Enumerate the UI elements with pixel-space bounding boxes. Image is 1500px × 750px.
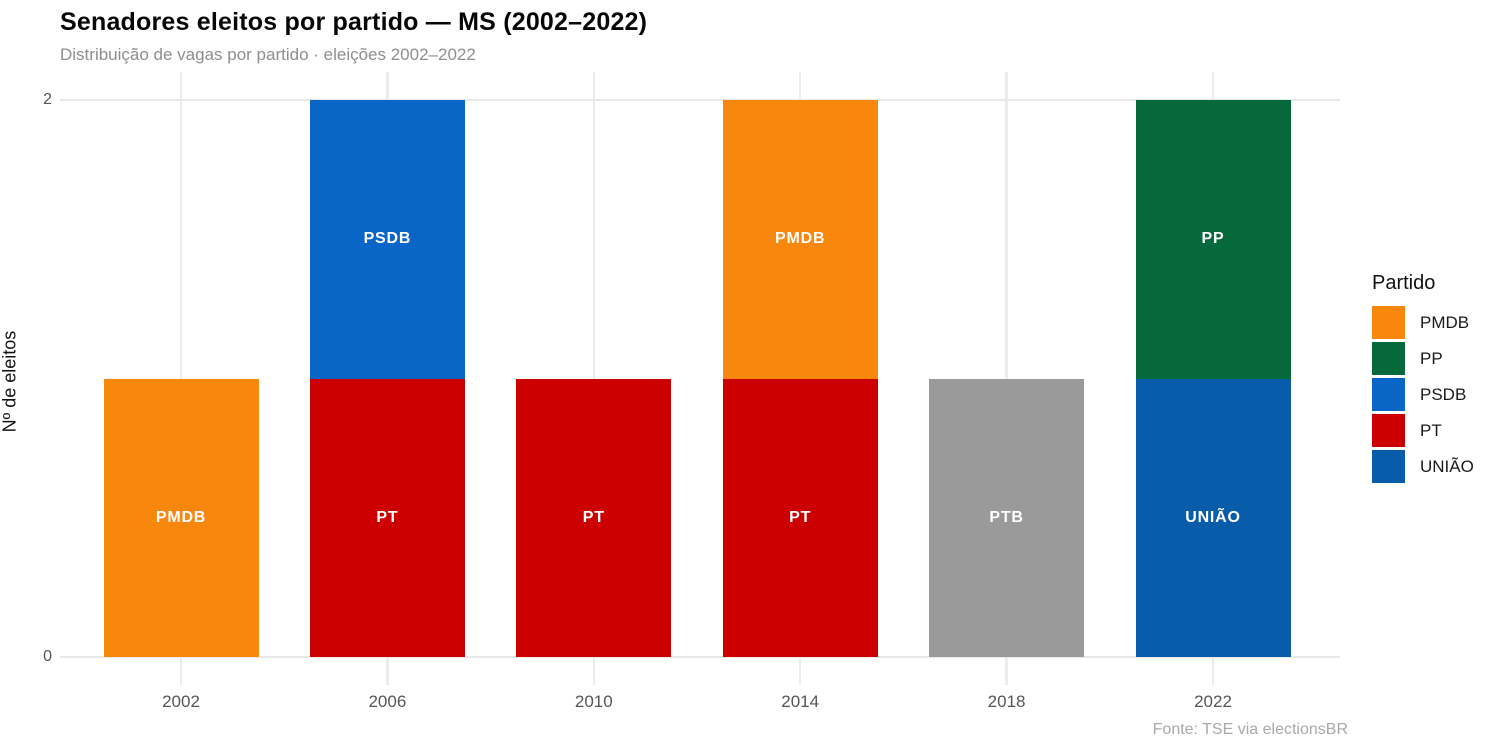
legend: Partido PMDB PP PSDB PT UNIÃO — [1372, 272, 1474, 486]
bar-label: PMDB — [775, 230, 826, 248]
bar-segment-ptb: PTB — [929, 378, 1085, 657]
legend-swatch — [1372, 378, 1405, 411]
bar-label: PTB — [989, 508, 1024, 526]
bar-segment-pmdb: PMDB — [103, 378, 259, 657]
legend-label: PP — [1420, 348, 1443, 368]
legend-label: PSDB — [1420, 384, 1467, 404]
legend-item-união: UNIÃO — [1372, 450, 1474, 483]
x-tick-label: 2014 — [781, 692, 820, 711]
bar-segment-união: UNIÃO — [1135, 378, 1291, 657]
legend-swatch — [1372, 414, 1405, 447]
legend-item-pt: PT — [1372, 414, 1474, 447]
legend-item-psdb: PSDB — [1372, 378, 1474, 411]
legend-swatch — [1372, 342, 1405, 375]
legend-label: PT — [1420, 420, 1442, 440]
bar-segment-pmdb: PMDB — [722, 100, 878, 379]
bar-label: PT — [789, 508, 812, 526]
x-tick-label: 2002 — [162, 692, 200, 711]
legend-item-pmdb: PMDB — [1372, 306, 1474, 339]
bar-label: PP — [1201, 230, 1225, 248]
bar-segment-pt: PT — [516, 378, 672, 657]
x-tick-label: 2010 — [574, 692, 613, 711]
x-tick-label: 2022 — [1194, 692, 1232, 711]
gridline-h — [60, 98, 1340, 102]
bar-segment-pt: PT — [722, 378, 878, 657]
bar-segment-pp: PP — [1135, 100, 1291, 379]
chart-subtitle: Distribuição de vagas por partido · elei… — [60, 45, 476, 64]
gridline-h — [60, 655, 1340, 659]
y-tick-label: 0 — [43, 648, 52, 665]
y-axis-title: Nº de eleitos — [0, 330, 20, 433]
legend-label: UNIÃO — [1420, 456, 1474, 476]
y-tick-label: 2 — [43, 91, 52, 108]
legend-item-pp: PP — [1372, 342, 1474, 375]
bar-segment-psdb: PSDB — [309, 100, 465, 379]
bar-label: PSDB — [363, 230, 412, 248]
x-tick-label: 2018 — [987, 692, 1026, 711]
legend-swatch — [1372, 306, 1405, 339]
bar-segment-pt: PT — [309, 378, 465, 657]
legend-label: PMDB — [1420, 312, 1470, 332]
bar-label: PMDB — [155, 508, 207, 526]
legend-title: Partido — [1372, 272, 1436, 294]
legend-items: PMDB PP PSDB PT UNIÃO — [1372, 306, 1474, 483]
x-tick-label: 2006 — [368, 692, 407, 711]
bar-label: PT — [582, 508, 605, 526]
chart-title: Senadores eleitos por partido — MS (2002… — [60, 8, 648, 36]
bar-label: UNIÃO — [1185, 508, 1241, 526]
legend-swatch — [1372, 450, 1405, 483]
source-caption: Fonte: TSE via electionsBR — [1152, 721, 1348, 738]
bar-label: PT — [376, 508, 399, 526]
